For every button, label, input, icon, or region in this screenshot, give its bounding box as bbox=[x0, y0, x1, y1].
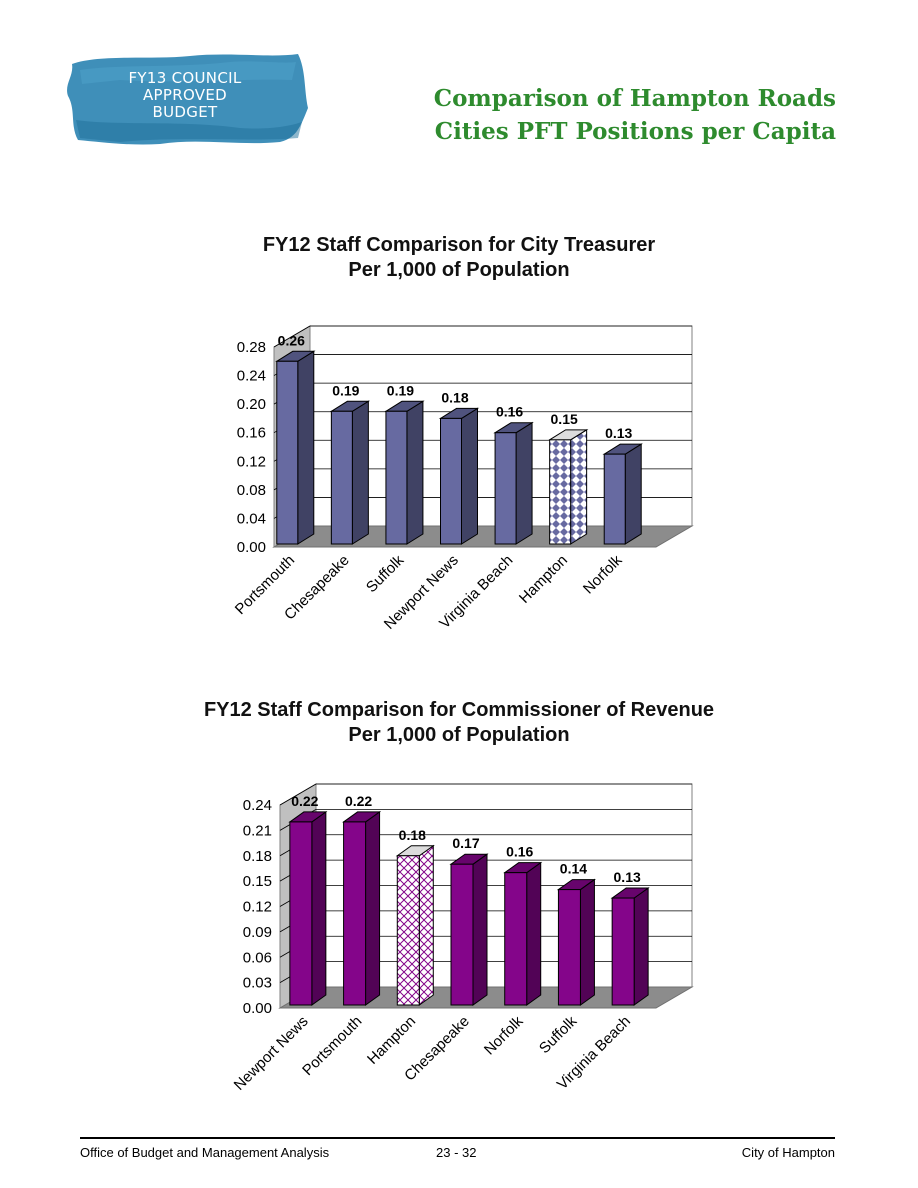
treasurer-chart: 0.000.040.080.120.160.200.240.28 0.26Port… bbox=[232, 325, 694, 633]
bar bbox=[603, 453, 626, 545]
x-category-label: Newport News bbox=[231, 1013, 312, 1094]
chart-1-title-line-2: Per 1,000 of Population bbox=[348, 259, 570, 281]
bar-side bbox=[406, 400, 424, 545]
x-category-label: Suffolk bbox=[536, 1012, 581, 1057]
y-tick-label: 0.03 bbox=[243, 975, 272, 992]
bar-side bbox=[515, 421, 533, 545]
bar bbox=[289, 821, 313, 1006]
bar bbox=[494, 432, 517, 545]
bar bbox=[343, 821, 367, 1006]
x-category-label: Norfolk bbox=[580, 551, 626, 597]
bar bbox=[330, 410, 353, 545]
y-tick-label: 0.06 bbox=[243, 949, 272, 966]
bar-side bbox=[579, 878, 595, 1006]
chart-2-title-line-1: FY12 Staff Comparison for Commissioner o… bbox=[203, 699, 715, 721]
bar-side bbox=[311, 810, 327, 1006]
bar bbox=[276, 360, 299, 545]
bar-value-label: 0.22 bbox=[291, 793, 318, 809]
bar-value-label: 0.16 bbox=[496, 404, 523, 420]
gridline-side bbox=[279, 783, 317, 806]
y-tick-label: 0.09 bbox=[243, 924, 272, 941]
y-tick-label: 0.00 bbox=[243, 1000, 272, 1017]
bar bbox=[557, 889, 581, 1006]
chart-2-title-line-2: Per 1,000 of Population bbox=[348, 724, 570, 746]
badge-line-1: FY13 COUNCIL bbox=[128, 69, 242, 87]
y-tick-label: 0.24 bbox=[237, 368, 266, 385]
bar bbox=[385, 410, 408, 545]
y-tick-label: 0.12 bbox=[243, 899, 272, 916]
page-title-line-2: Cities PFT Positions per Capita bbox=[434, 118, 836, 145]
bar-side bbox=[351, 400, 369, 545]
y-tick-label: 0.21 bbox=[243, 822, 272, 839]
bar-value-label: 0.18 bbox=[441, 389, 468, 405]
y-tick-label: 0.16 bbox=[237, 425, 266, 442]
budget-badge-brush bbox=[67, 54, 309, 145]
bar-side bbox=[418, 844, 434, 1006]
bar-side bbox=[297, 350, 315, 545]
bar-side bbox=[461, 407, 478, 545]
x-category-label: Suffolk bbox=[363, 551, 408, 596]
y-tick-label: 0.08 bbox=[237, 482, 266, 499]
chart-1-title-line-1: FY12 Staff Comparison for City Treasurer bbox=[262, 234, 656, 256]
bar-side bbox=[472, 853, 488, 1006]
budget-badge: FY13 COUNCIL APPROVED BUDGET bbox=[60, 70, 310, 121]
bar-value-label: 0.13 bbox=[614, 869, 641, 885]
x-category-label: Norfolk bbox=[481, 1012, 527, 1058]
x-category-label: Hampton bbox=[364, 1013, 419, 1068]
bar-value-label: 0.19 bbox=[332, 382, 359, 398]
badge-line-2: APPROVED bbox=[142, 86, 227, 104]
bar-value-label: 0.14 bbox=[560, 861, 587, 877]
bar-side bbox=[624, 443, 642, 545]
bar bbox=[396, 855, 420, 1006]
y-tick-label: 0.12 bbox=[237, 453, 266, 470]
footer-department: Office of Budget and Management Analysis bbox=[80, 1145, 330, 1160]
y-tick-label: 0.00 bbox=[237, 539, 266, 556]
footer-page-number: 23 - 32 bbox=[436, 1145, 477, 1160]
y-tick-label: 0.24 bbox=[243, 797, 272, 814]
bar-value-label: 0.15 bbox=[551, 411, 578, 427]
bar bbox=[549, 439, 572, 545]
bar-side bbox=[570, 428, 588, 545]
revenue-chart: 0.00 0.03 0.06 0.09 0.12 0.15 0.18 0.21 0.24 0.22… bbox=[231, 783, 694, 1094]
footer-city: City of Hampton bbox=[741, 1145, 835, 1160]
bar-side bbox=[526, 861, 542, 1006]
bar-side bbox=[633, 887, 649, 1006]
y-tick-label: 0.04 bbox=[237, 510, 266, 527]
y-tick-label: 0.18 bbox=[243, 848, 272, 865]
chart-1-title: FY12 Staff Comparison for City Treasurer… bbox=[0, 233, 918, 283]
bar bbox=[611, 897, 635, 1006]
page-title: Comparison of Hampton Roads Cities PFT P… bbox=[434, 82, 836, 148]
bar-value-label: 0.16 bbox=[506, 844, 533, 860]
bar-value-label: 0.19 bbox=[387, 382, 414, 398]
y-tick-label: 0.20 bbox=[237, 396, 266, 413]
y-tick-label: 0.15 bbox=[243, 873, 272, 890]
bar-value-label: 0.17 bbox=[452, 835, 479, 851]
bar-value-label: 0.18 bbox=[399, 827, 426, 843]
footer-divider bbox=[80, 1137, 835, 1139]
bar-value-label: 0.13 bbox=[605, 425, 632, 441]
page-title-line-1: Comparison of Hampton Roads bbox=[433, 85, 836, 112]
bar-value-label: 0.26 bbox=[278, 332, 305, 348]
gridline-side bbox=[273, 325, 311, 348]
bar-value-label: 0.22 bbox=[345, 793, 372, 809]
bar-side bbox=[365, 810, 381, 1006]
x-category-label: Hampton bbox=[516, 552, 571, 607]
chart-2-title: FY12 Staff Comparison for Commissioner o… bbox=[0, 698, 918, 748]
bar bbox=[440, 417, 462, 545]
bar bbox=[504, 872, 528, 1006]
bar bbox=[450, 863, 474, 1006]
y-tick-label: 0.28 bbox=[237, 339, 266, 356]
badge-line-3: BUDGET bbox=[152, 103, 218, 121]
